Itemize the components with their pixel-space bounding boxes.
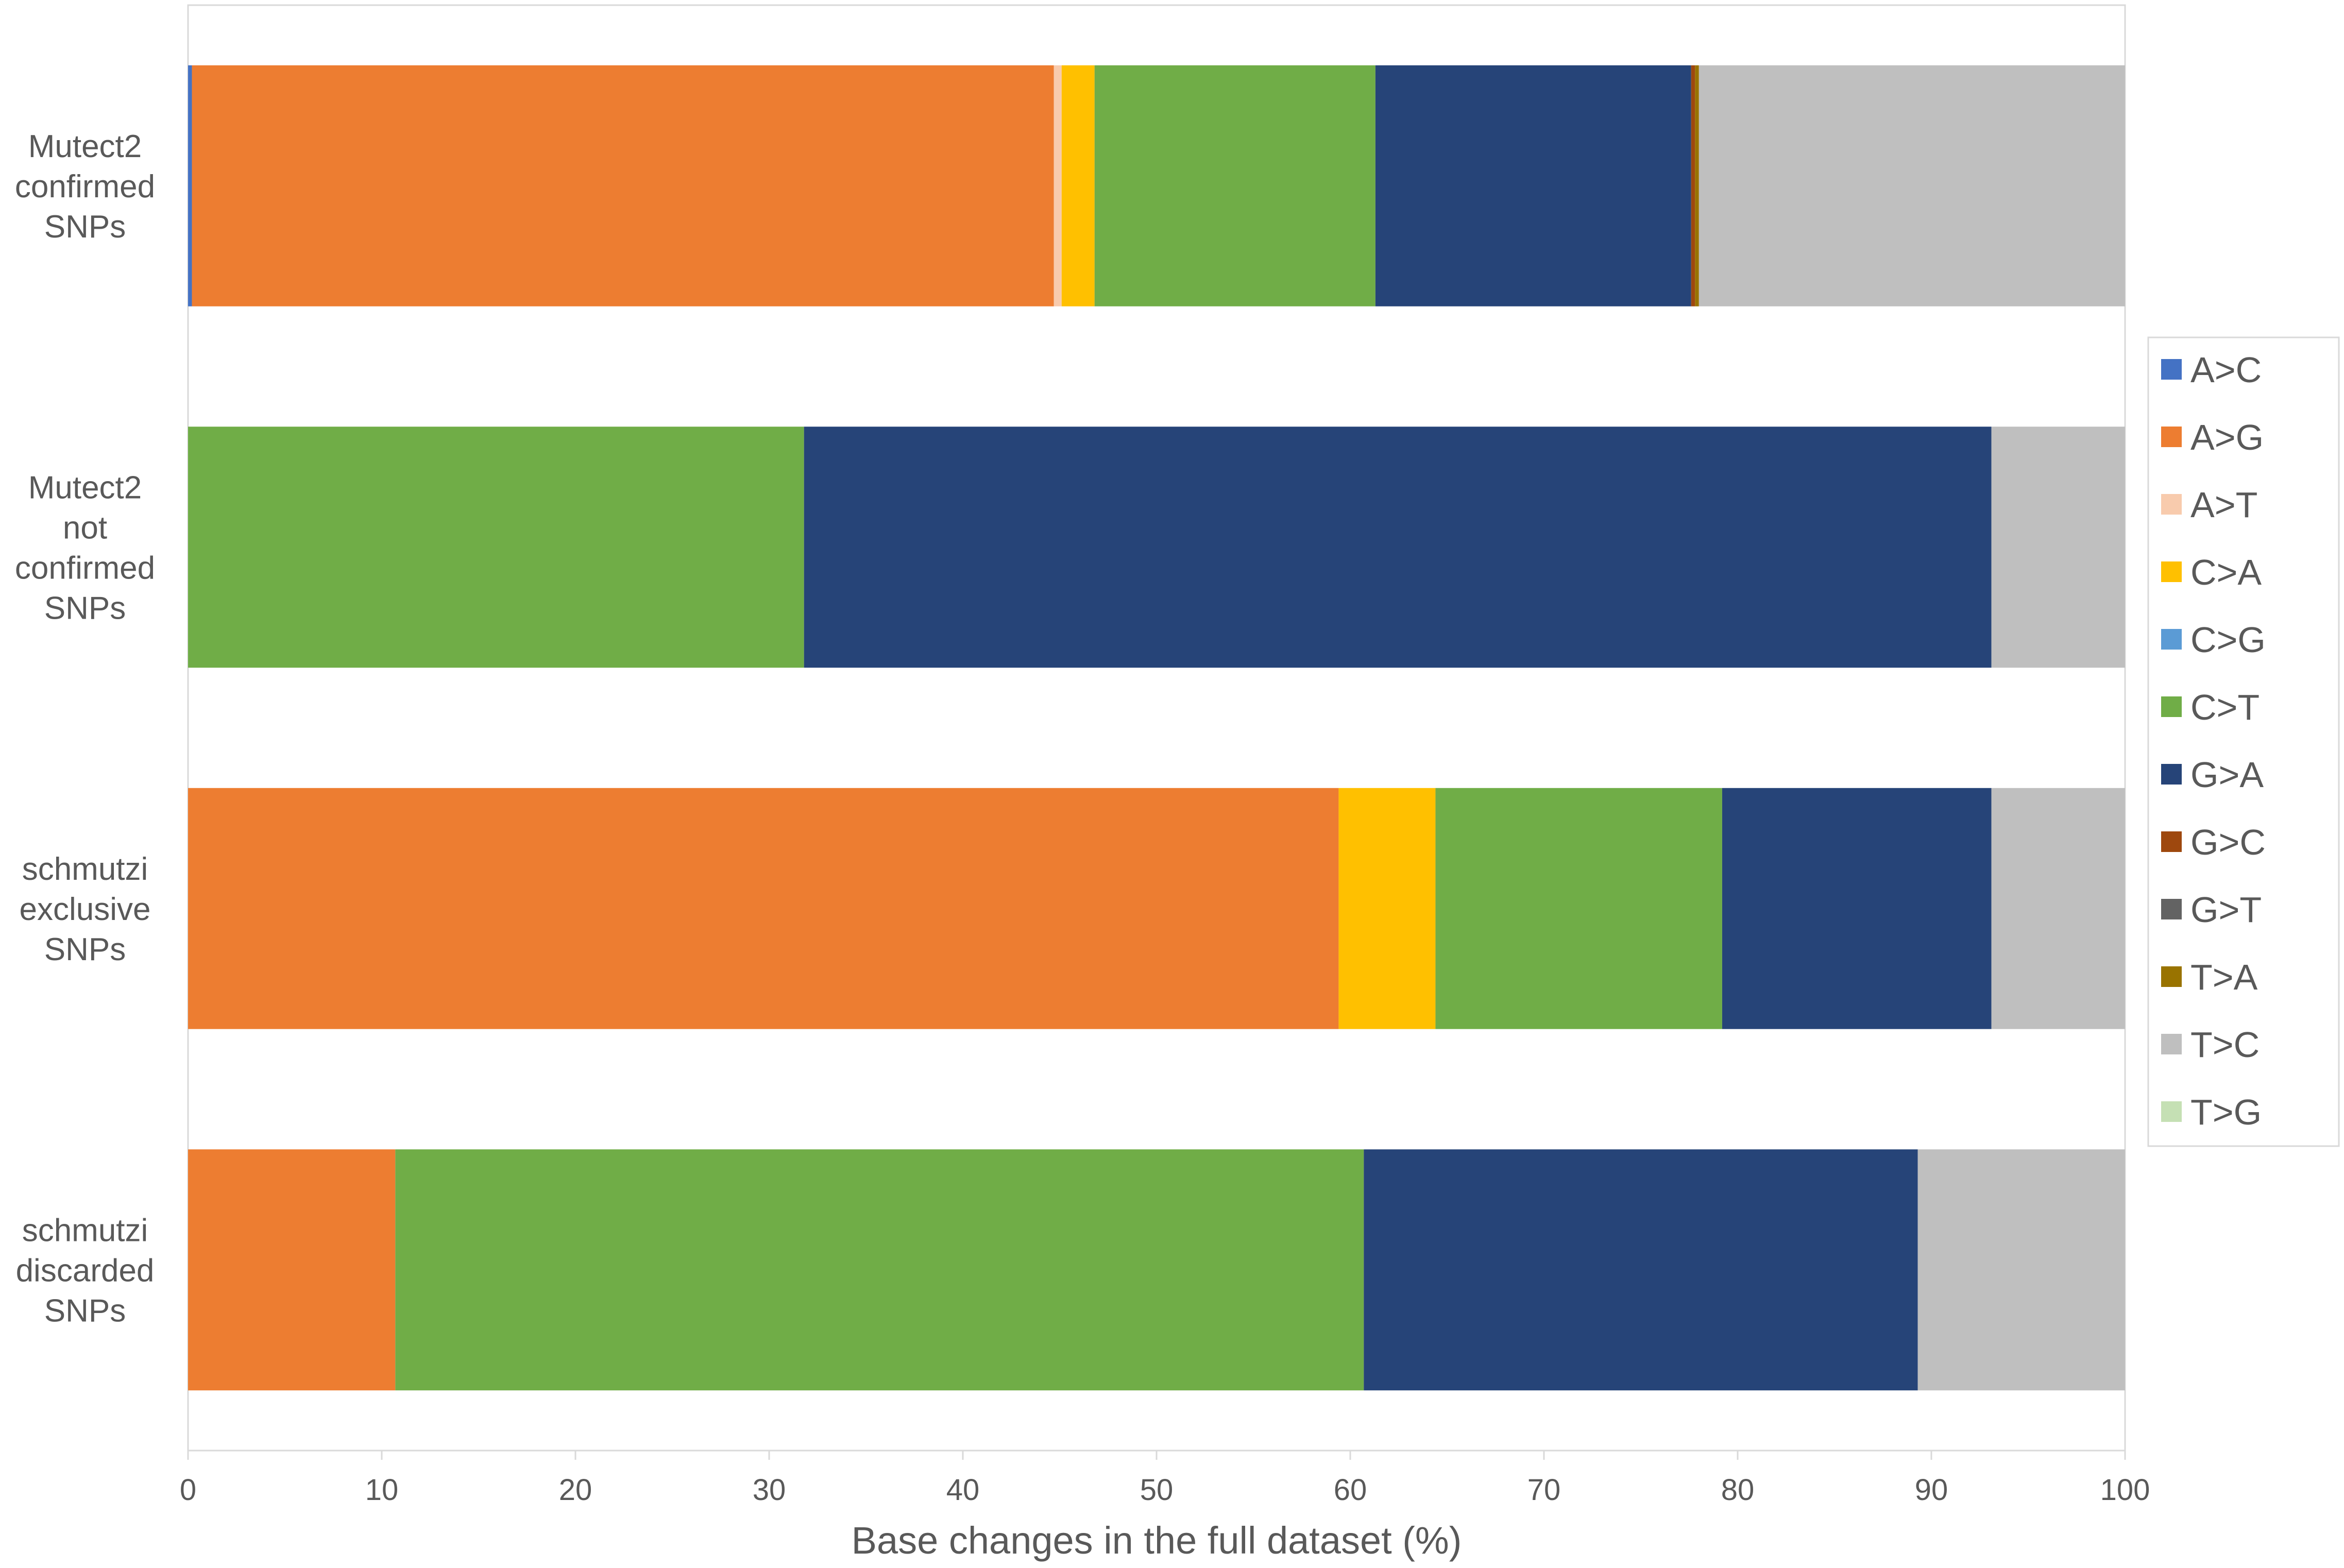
bar-segment-CtoT-3 — [1435, 788, 1722, 1029]
bar-segment-CtoA-3 — [1338, 788, 1436, 1029]
bar-segment-AtoC-1 — [188, 65, 192, 306]
legend-swatch — [2161, 966, 2182, 987]
bar-segment-CtoA-1 — [1061, 65, 1095, 306]
category-labels: Mutect2 confirmed SNPs Mutect2 not confirmed S… — [15, 129, 155, 1329]
bar-segment-GtoA-2 — [804, 427, 1992, 668]
bar-segment-TtoC-3 — [1991, 788, 2125, 1029]
legend-label: C>T — [2190, 687, 2260, 727]
legend-label: G>T — [2190, 890, 2262, 930]
category-label-line: SNPs — [44, 209, 126, 245]
legend-swatch — [2161, 764, 2182, 785]
category-label-line: schmutzi — [22, 1213, 148, 1248]
category-label-line: confirmed — [15, 169, 155, 204]
x-tick-label: 0 — [180, 1473, 196, 1507]
legend-swatch — [2161, 359, 2182, 380]
legend-swatch — [2161, 494, 2182, 515]
x-axis-title: Base changes in the full dataset (%) — [852, 1519, 1462, 1562]
legend-label: T>C — [2190, 1025, 2260, 1065]
bars — [188, 65, 2125, 1391]
bar-segment-AtoT-1 — [1054, 65, 1062, 306]
x-tick-label: 50 — [1140, 1473, 1174, 1507]
bar-segment-CtoT-1 — [1094, 65, 1375, 306]
bar-segment-GtoC-1 — [1691, 65, 1695, 306]
bar-segment-TtoC-1 — [1698, 65, 2125, 306]
category-label-line: SNPs — [44, 932, 126, 967]
bar-segment-AtoG-4 — [188, 1149, 396, 1391]
bar-segment-AtoG-3 — [188, 788, 1339, 1029]
legend-label: A>T — [2190, 485, 2257, 525]
x-tick-label: 40 — [946, 1473, 980, 1507]
legend-label: T>A — [2190, 957, 2258, 997]
category-label-line: confirmed — [15, 550, 155, 586]
legend-swatch — [2161, 1034, 2182, 1054]
bar-segment-TtoA-1 — [1695, 65, 1699, 306]
x-tick-label: 100 — [2100, 1473, 2150, 1507]
bar-segment-AtoG-1 — [192, 65, 1054, 306]
legend: A>C A>G A>T C>A C>G C>T G>A G>C G>T T>A T>C T>G — [2147, 336, 2340, 1147]
category-label-line: exclusive — [20, 892, 151, 927]
category-label-line: Mutect2 — [28, 470, 142, 505]
bar-segment-GtoA-3 — [1722, 788, 1992, 1029]
x-tick-label: 30 — [753, 1473, 786, 1507]
legend-label: A>G — [2190, 417, 2264, 457]
x-axis: 0 10 20 30 40 50 60 70 80 90 100 — [180, 1450, 2150, 1507]
bar-segment-TtoC-4 — [1917, 1149, 2125, 1391]
bar-segment-TtoC-2 — [1991, 427, 2125, 668]
category-label: Mutect2 not confirmed SNPs — [15, 470, 155, 626]
x-tick-label: 90 — [1915, 1473, 1948, 1507]
legend-swatch — [2161, 899, 2182, 919]
legend-box — [2147, 336, 2340, 1147]
category-label-line: discarded — [16, 1253, 155, 1288]
category-label-line: SNPs — [44, 1293, 126, 1328]
legend-swatch — [2161, 1101, 2182, 1122]
bar-segment-CtoT-4 — [395, 1149, 1364, 1391]
x-tick-label: 20 — [559, 1473, 592, 1507]
x-tick-label: 70 — [1527, 1473, 1561, 1507]
category-label: schmutzi exclusive SNPs — [20, 851, 151, 967]
category-label: schmutzi discarded SNPs — [16, 1213, 155, 1328]
category-label-line: not — [63, 510, 107, 546]
x-tick-label: 60 — [1334, 1473, 1367, 1507]
bar-segment-GtoA-4 — [1364, 1149, 1918, 1391]
legend-label: G>A — [2190, 755, 2264, 795]
category-label-line: Mutect2 — [28, 129, 142, 164]
category-label: Mutect2 confirmed SNPs — [15, 129, 155, 245]
legend-swatch — [2161, 629, 2182, 650]
legend-label: C>A — [2190, 552, 2262, 592]
legend-swatch — [2161, 561, 2182, 582]
bar-segment-GtoA-1 — [1375, 65, 1691, 306]
category-label-line: SNPs — [44, 590, 126, 626]
legend-label: A>C — [2190, 350, 2262, 390]
legend-label: C>G — [2190, 620, 2266, 660]
legend-label: G>C — [2190, 822, 2266, 862]
category-label-line: schmutzi — [22, 851, 148, 887]
legend-swatch — [2161, 696, 2182, 717]
x-tick-label: 80 — [1721, 1473, 1755, 1507]
legend-swatch — [2161, 427, 2182, 447]
x-tick-label: 10 — [365, 1473, 399, 1507]
legend-swatch — [2161, 831, 2182, 852]
legend-label: T>G — [2190, 1092, 2262, 1132]
bar-segment-CtoT-2 — [188, 427, 804, 668]
